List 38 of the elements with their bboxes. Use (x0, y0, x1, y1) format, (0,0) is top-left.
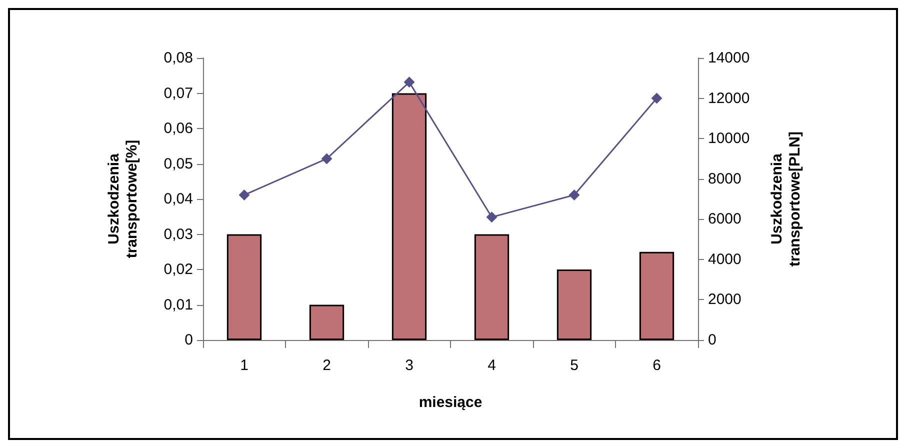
y2-tick-label: 12000 (708, 90, 750, 107)
point (321, 153, 332, 164)
y2-tick-label: 4000 (708, 250, 742, 268)
bar (474, 234, 510, 340)
point (568, 189, 580, 200)
x-axis-title: miesiące (418, 394, 482, 411)
y2-tick-label: 2000 (708, 291, 742, 308)
x-tick-label: 2 (322, 357, 331, 374)
y2-tick-label: 6000 (708, 210, 742, 228)
y-tick-label: 0,08 (164, 50, 193, 66)
x-tick-label: 4 (488, 357, 496, 374)
y-tick-label: 0 (184, 332, 193, 348)
x-tick-label: 1 (240, 357, 248, 374)
y-tick-label: 0,02 (164, 261, 193, 278)
y-tick-label: 0,05 (164, 155, 193, 172)
y-tick-label: 0,03 (164, 226, 193, 243)
point (651, 92, 662, 104)
x-tick-label: 5 (570, 357, 578, 374)
y-tick-label: 0,01 (164, 296, 193, 314)
y2-tick-label: 14000 (708, 50, 750, 66)
bar (639, 252, 674, 340)
y2-tick-label: 8000 (708, 170, 742, 188)
y2-tick-label: 10000 (708, 130, 750, 148)
point (486, 212, 498, 223)
y-axis-title: Uszkodzenia transportowe[%] (106, 140, 140, 258)
point (404, 76, 415, 88)
y-tick-label: 0,07 (164, 84, 193, 102)
bar (392, 93, 427, 340)
bar (226, 234, 262, 340)
point (238, 189, 250, 200)
bar (309, 304, 344, 340)
bar (556, 270, 592, 340)
x-tick-label: 6 (652, 357, 661, 374)
y2-axis-title: Uszkodzenia transportowe[PLN] (768, 131, 804, 266)
y-tick-label: 0,06 (164, 120, 193, 137)
y2-tick-label: 0 (708, 332, 716, 348)
y-tick-label: 0,04 (164, 190, 193, 208)
x-tick-label: 3 (405, 357, 414, 374)
